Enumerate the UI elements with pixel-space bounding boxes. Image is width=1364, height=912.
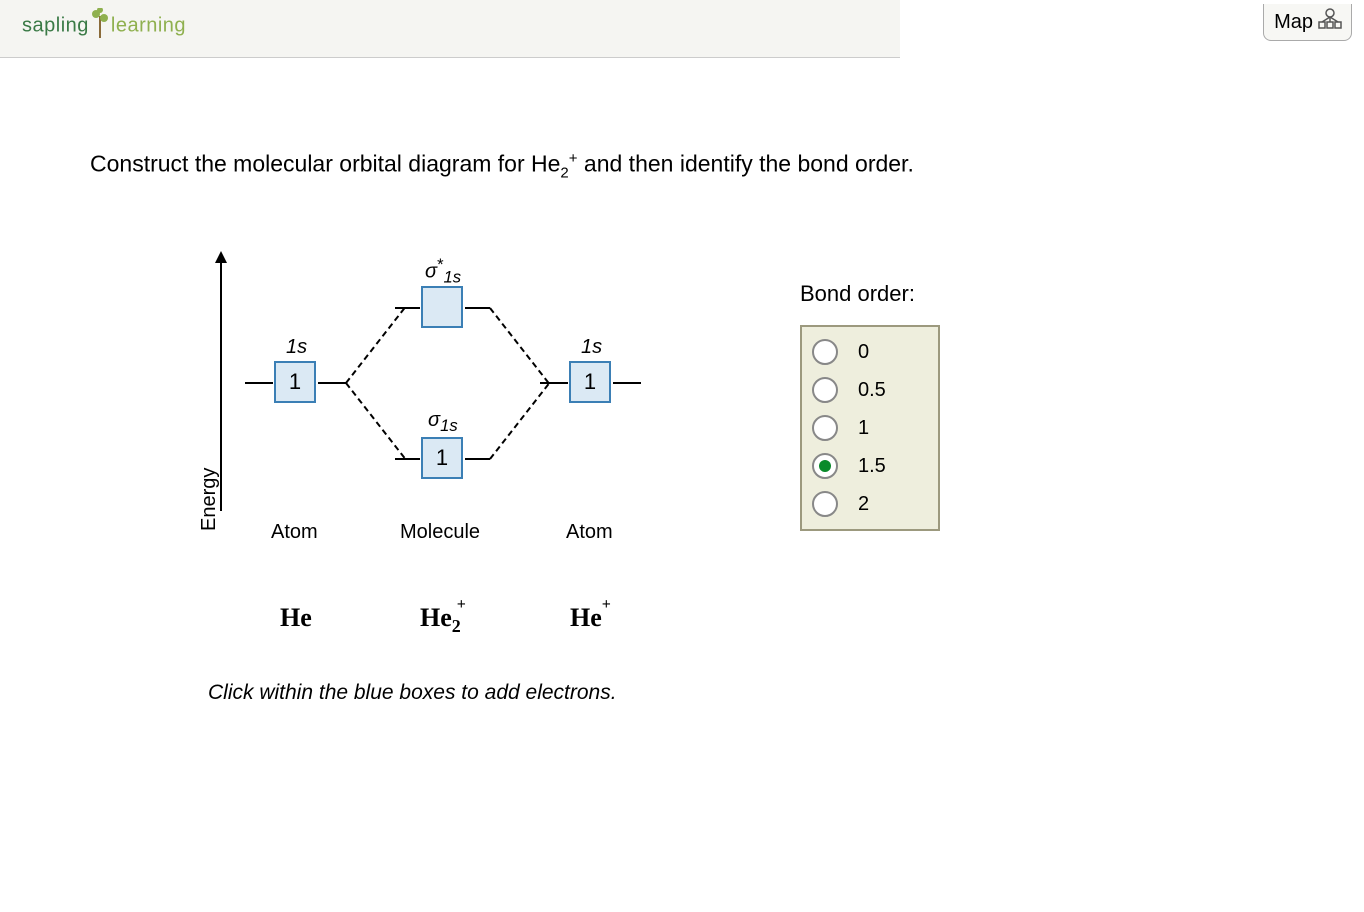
- question-suffix: and then identify the bond order.: [578, 151, 914, 177]
- sigma-sub: 1s: [440, 416, 458, 435]
- dash-connector: [345, 383, 405, 459]
- radio-icon: [812, 415, 838, 441]
- orbital-label-right-1s: 1s: [581, 336, 602, 359]
- orbital-label-sigma: σ1s: [428, 409, 458, 436]
- species-right: He+: [570, 603, 611, 633]
- mo-diagram: Energy 1s 1 σ*1s σ1s 1 1s 1: [90, 251, 1190, 671]
- instruction-text: Click within the blue boxes to add elect…: [208, 681, 617, 705]
- tick: [465, 307, 490, 309]
- col-label-center: Molecule: [400, 521, 480, 544]
- bond-order-panel: 0 0.5 1 1.5 2: [800, 325, 940, 531]
- tick: [245, 382, 273, 384]
- species-left: He: [280, 603, 312, 633]
- radio-label: 0: [858, 341, 869, 364]
- dash-connector: [489, 384, 549, 460]
- question-text: Construct the molecular orbital diagram …: [90, 150, 1190, 181]
- species-base: He: [420, 603, 452, 632]
- orbital-box-sigma-star[interactable]: [421, 286, 463, 328]
- radio-dot-icon: [819, 460, 831, 472]
- sigma-char: σ: [425, 261, 437, 283]
- orbital-label-sigma-star: σ*1s: [425, 255, 461, 288]
- sigma-sub: 1s: [444, 268, 462, 287]
- energy-axis-label: Energy: [198, 468, 221, 531]
- bond-order-area: Bond order: 0 0.5 1 1.5 2: [800, 281, 940, 531]
- col-label-left: Atom: [271, 521, 318, 544]
- bond-order-option[interactable]: 1: [812, 409, 898, 447]
- bond-order-option[interactable]: 0: [812, 333, 898, 371]
- species-center: He2+: [420, 603, 470, 637]
- radio-icon: [812, 377, 838, 403]
- dash-connector: [345, 308, 405, 384]
- radio-icon: [812, 339, 838, 365]
- species-sup: +: [457, 596, 466, 613]
- tree-icon: [91, 8, 109, 44]
- radio-label: 2: [858, 493, 869, 516]
- dash-connector: [489, 308, 549, 384]
- tick: [613, 382, 641, 384]
- question-sub: 2: [560, 164, 568, 181]
- species-base: He: [570, 603, 602, 632]
- orbital-label-left-1s: 1s: [286, 336, 307, 359]
- species-sub: 2: [452, 616, 461, 636]
- header-bar: sapling learning: [0, 0, 900, 58]
- question-prefix: Construct the molecular orbital diagram …: [90, 151, 560, 177]
- col-label-right: Atom: [566, 521, 613, 544]
- logo-text-sapling: sapling: [22, 14, 89, 36]
- orbital-box-sigma[interactable]: 1: [421, 437, 463, 479]
- bond-order-option[interactable]: 2: [812, 485, 898, 523]
- radio-icon: [812, 491, 838, 517]
- radio-label: 1: [858, 417, 869, 440]
- orbital-box-left-1s[interactable]: 1: [274, 361, 316, 403]
- map-icon: [1317, 8, 1343, 36]
- sigma-char: σ: [428, 409, 440, 431]
- orbital-box-right-1s[interactable]: 1: [569, 361, 611, 403]
- bond-order-option[interactable]: 0.5: [812, 371, 898, 409]
- map-button-label: Map: [1274, 11, 1313, 34]
- tick: [318, 382, 346, 384]
- bond-order-option[interactable]: 1.5: [812, 447, 898, 485]
- logo-text-learning: learning: [111, 14, 186, 36]
- radio-label: 0.5: [858, 379, 886, 402]
- tick: [465, 458, 490, 460]
- radio-label: 1.5: [858, 455, 886, 478]
- tick: [395, 458, 420, 460]
- logo: sapling learning: [22, 8, 186, 44]
- tick: [395, 307, 420, 309]
- tick: [540, 382, 568, 384]
- map-button[interactable]: Map: [1263, 4, 1352, 41]
- bond-order-title: Bond order:: [800, 281, 940, 307]
- radio-icon: [812, 453, 838, 479]
- question-sup: +: [569, 150, 578, 167]
- species-sup: +: [602, 596, 611, 613]
- content-area: Construct the molecular orbital diagram …: [90, 150, 1190, 671]
